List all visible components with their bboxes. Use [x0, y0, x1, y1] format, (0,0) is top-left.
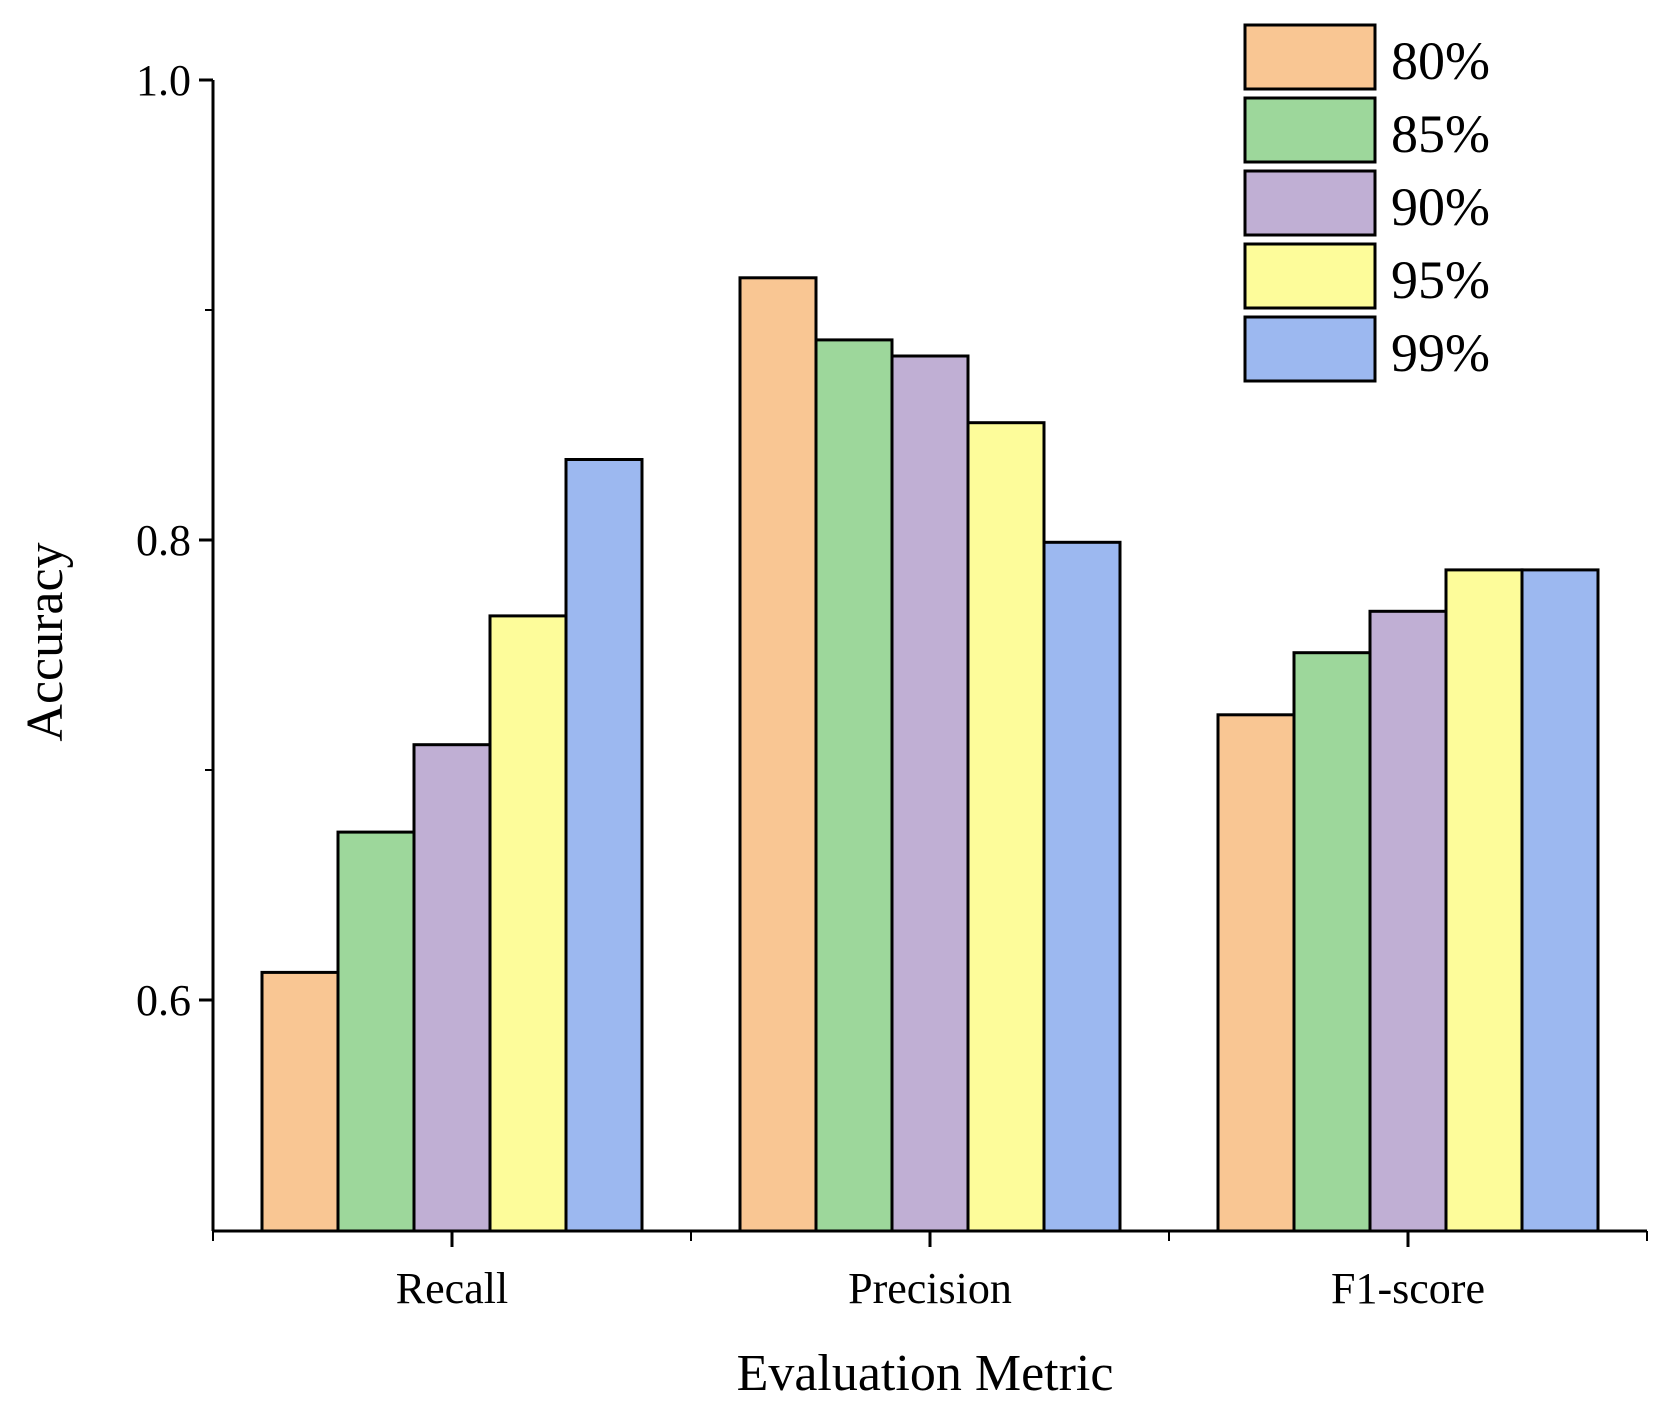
x-tick-label: F1-score	[1331, 1264, 1485, 1313]
legend-swatch-99pct	[1243, 315, 1377, 383]
legend-label-95pct: 95%	[1391, 250, 1490, 310]
ticks: 0.6 0.8 1.0 Recall Precision F1-score	[136, 56, 1648, 1313]
legend-swatch-95pct	[1243, 242, 1377, 310]
bar-f1-score-95pct	[1444, 568, 1524, 1233]
bar-f1-score-90pct	[1368, 609, 1448, 1233]
legend-label-99pct: 99%	[1391, 323, 1490, 383]
bar-recall-99pct	[564, 458, 644, 1233]
x-tick-label: Recall	[396, 1264, 508, 1313]
bar-precision-85pct	[814, 338, 894, 1233]
y-axis-title: Accuracy	[17, 542, 74, 741]
legend: 80% 85% 90% 95% 99%	[1243, 23, 1490, 383]
legend-label-80pct: 80%	[1391, 31, 1490, 91]
bar-recall-85pct	[336, 830, 416, 1233]
y-tick-label: 0.8	[136, 516, 191, 565]
bar-recall-80pct	[260, 970, 340, 1233]
bar-precision-90pct	[890, 354, 970, 1233]
x-tick-label: Precision	[848, 1264, 1012, 1313]
bar-recall-90pct	[412, 743, 492, 1233]
bar-recall-95pct	[488, 614, 568, 1233]
legend-label-90pct: 90%	[1391, 177, 1490, 237]
bar-precision-95pct	[966, 421, 1046, 1233]
legend-label-85pct: 85%	[1391, 104, 1490, 164]
y-tick-label: 0.6	[136, 976, 191, 1025]
bar-precision-99pct	[1042, 540, 1122, 1233]
bars	[260, 276, 1600, 1233]
bar-f1-score-85pct	[1292, 651, 1372, 1233]
bar-f1-score-99pct	[1520, 568, 1600, 1233]
y-tick-label: 1.0	[136, 56, 191, 105]
x-axis-title: Evaluation Metric	[737, 1345, 1114, 1402]
bar-precision-80pct	[738, 276, 818, 1233]
legend-swatch-80pct	[1243, 23, 1377, 91]
legend-swatch-85pct	[1243, 96, 1377, 164]
legend-swatch-90pct	[1243, 169, 1377, 237]
bar-f1-score-80pct	[1216, 713, 1296, 1233]
